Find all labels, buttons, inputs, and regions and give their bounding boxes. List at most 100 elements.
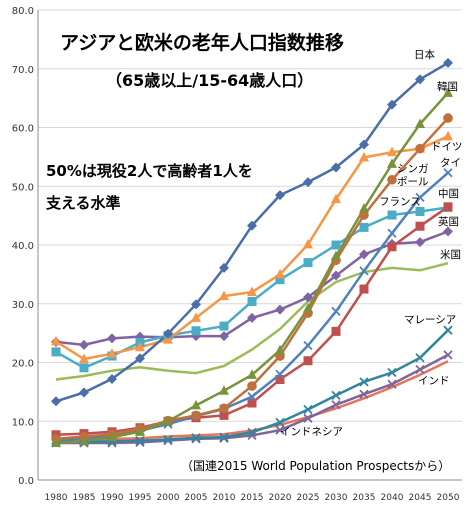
y-tick-label: 30.0 — [12, 300, 34, 311]
data-point — [275, 275, 285, 285]
data-point — [415, 192, 425, 203]
data-point — [303, 413, 313, 423]
data-point — [275, 304, 285, 315]
data-point — [191, 399, 201, 410]
data-point — [79, 435, 89, 446]
data-point — [275, 425, 285, 435]
x-tick-label: 1985 — [73, 493, 96, 503]
data-point — [303, 404, 313, 415]
data-point — [275, 369, 285, 379]
data-point — [359, 210, 369, 220]
data-point — [275, 417, 285, 428]
y-tick-label: 80.0 — [12, 6, 34, 17]
data-point — [415, 353, 425, 363]
data-point — [415, 143, 425, 154]
data-point — [275, 190, 285, 201]
data-point — [387, 242, 397, 252]
axes: 0.0 10.0 20.0 30.0 40.0 50.0 60.0 70.0 80.0 1980 1… — [12, 6, 462, 503]
data-point — [331, 193, 341, 204]
series-label-singapore-1: シンガ — [397, 163, 429, 175]
y-tick-label: 10.0 — [12, 417, 34, 428]
data-point — [303, 238, 313, 249]
y-tick-label: 0.0 — [18, 476, 34, 487]
x-tick-label: 2010 — [213, 493, 236, 503]
series-label-japan: 日本 — [414, 48, 435, 61]
series-label-uk: 英国 — [438, 215, 459, 228]
data-point — [163, 434, 173, 445]
data-point — [443, 226, 453, 237]
series-line-8 — [55, 261, 449, 381]
data-point — [275, 344, 285, 355]
data-point — [443, 57, 453, 68]
data-point — [247, 391, 257, 402]
x-tick-label: 1990 — [101, 493, 124, 503]
y-tick-label: 20.0 — [12, 359, 34, 370]
x-tick-label: 2025 — [297, 493, 320, 503]
data-point — [415, 207, 425, 217]
data-point — [163, 328, 173, 339]
series-line-10 — [55, 360, 449, 442]
data-point — [359, 377, 369, 387]
data-point — [303, 292, 313, 303]
x-tick-label: 2045 — [409, 493, 432, 503]
data-point — [191, 312, 201, 322]
data-point — [275, 375, 285, 385]
series-label-india: インド — [418, 375, 450, 387]
data-point — [443, 325, 453, 335]
data-point — [107, 431, 117, 442]
data-point — [79, 363, 89, 373]
data-point — [387, 228, 397, 238]
x-tick-label: 1995 — [129, 493, 152, 503]
data-point — [79, 387, 89, 398]
data-point — [415, 364, 425, 375]
data-point — [303, 177, 313, 188]
y-tick-label: 60.0 — [12, 124, 34, 135]
data-point — [443, 202, 453, 212]
data-point — [107, 333, 117, 344]
data-point — [359, 222, 369, 232]
series-label-malaysia: マレーシア — [404, 314, 456, 326]
data-point — [191, 299, 201, 310]
series-label-thailand: タイ — [440, 157, 461, 169]
data-point — [247, 286, 257, 296]
data-point — [359, 284, 369, 294]
data-point — [359, 151, 369, 162]
data-point — [443, 130, 453, 141]
data-point — [359, 203, 369, 213]
x-tick-label: 2020 — [269, 493, 292, 503]
data-point — [303, 302, 313, 313]
data-point — [107, 348, 117, 358]
data-point — [219, 321, 229, 331]
data-point — [135, 436, 145, 446]
data-point — [219, 432, 229, 442]
data-point — [135, 341, 145, 352]
x-tick-label: 2050 — [437, 493, 460, 503]
data-point — [135, 437, 145, 448]
data-point — [359, 249, 369, 260]
data-point — [163, 334, 173, 344]
y-tick-label: 40.0 — [12, 241, 34, 252]
data-point — [219, 331, 229, 342]
series-label-china: 中国 — [438, 187, 459, 200]
data-point — [331, 240, 341, 250]
x-tick-label: 1980 — [45, 493, 68, 503]
series-label-france: フランス — [379, 196, 421, 208]
annotation-line-2: 支える水準 — [45, 194, 121, 212]
data-point — [359, 389, 369, 399]
data-point — [247, 220, 257, 231]
data-point — [387, 158, 397, 168]
data-point — [331, 306, 341, 317]
data-point — [443, 87, 453, 97]
data-point — [443, 168, 453, 178]
data-point — [247, 296, 257, 306]
data-point — [219, 403, 229, 414]
x-tick-label: 2035 — [353, 493, 376, 503]
data-point — [387, 174, 397, 185]
data-point — [415, 221, 425, 231]
annotation-line-1: 50%は現役2人で高齢者1人を — [46, 162, 253, 180]
data-point — [107, 373, 117, 384]
data-point — [415, 118, 425, 128]
data-point — [219, 385, 229, 395]
data-point — [135, 353, 145, 364]
data-point — [247, 312, 257, 323]
